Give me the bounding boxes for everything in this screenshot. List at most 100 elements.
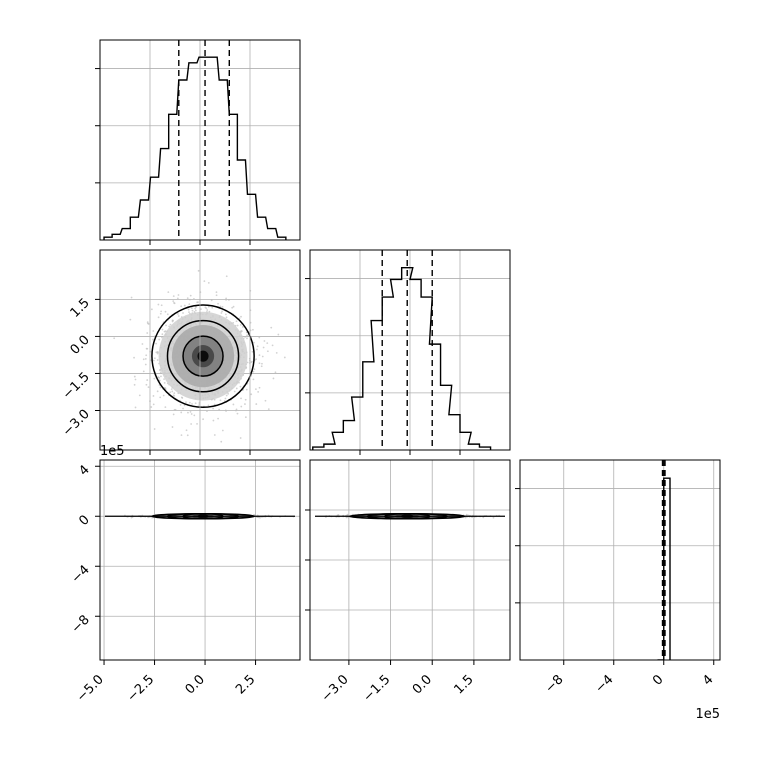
scatter-point [188,401,191,404]
scatter-point [183,404,186,407]
scatter-point [191,403,193,405]
scatter-point [255,358,257,361]
scatter-point [221,305,224,308]
scatter-point [185,401,187,403]
contour-line [182,335,224,377]
scatter-point [134,406,137,409]
scatter-point [180,434,183,437]
scatter-point [258,354,261,356]
scatter-point [241,326,244,328]
scatter-point [260,365,263,368]
scatter-point [182,312,184,314]
scatter-point [193,311,196,313]
scatter-point [146,379,149,381]
y-tick-label: −1.5 [60,370,93,403]
scatter-point [179,403,182,406]
scatter-point [261,355,264,358]
scatter-point [224,397,227,400]
scatter-point [221,429,224,432]
plot-area [310,460,510,660]
scatter-point [215,291,218,294]
scatter-point [215,294,218,297]
scatter-point [156,359,159,361]
panel-hist_p1 [305,249,511,455]
scatter-point [159,386,162,389]
scatter-point [144,363,147,366]
scatter-point [167,291,170,294]
scatter-point [156,352,159,355]
x-tick-label: −5.0 [74,672,107,705]
panel-hist_p2: −8 −4 0 4 1e5 [515,459,721,722]
scatter-point [133,375,136,378]
x-tick-label: 4 [700,672,716,688]
scatter-point [238,317,241,320]
scatter-point [152,330,155,332]
scatter-point [190,413,193,415]
scatter-point [173,392,176,395]
scatter-point [159,312,162,315]
scatter-point [177,315,180,317]
scatter-point [211,306,214,309]
scatter-point [275,351,278,354]
scatter-point [258,362,261,365]
scatter-point [180,411,183,414]
scatter-point [464,516,467,519]
plot-area [310,250,510,450]
scatter-point [172,295,175,298]
x-tick-label: 1.5 [451,672,476,697]
scatter-point [168,325,171,328]
scatter-point [240,405,243,408]
scatter-point [188,311,190,314]
scatter-point [153,377,156,380]
scatter-point [257,391,260,393]
scatter-point [172,319,174,322]
scatter-point [225,394,228,397]
scatter-point [185,429,188,432]
scatter-point [252,370,255,373]
scatter-point [244,416,247,419]
scatter-point [264,399,267,402]
scatter-point [193,414,196,417]
histogram-step [657,477,671,660]
scatter-point [150,308,153,311]
scatter-point [244,398,247,401]
scatter-point [225,275,228,278]
scatter-point [183,304,186,307]
scatter-point [236,324,239,327]
scatter-point [170,388,173,391]
scatter-point [220,440,223,443]
scatter-point [228,299,230,301]
scatter-point [219,305,222,308]
scatter-point [146,332,149,334]
scatter-point [221,310,224,313]
scatter-point [151,516,153,519]
scatter-point [180,305,183,308]
scatter-point [161,336,163,339]
scatter-point [217,302,219,305]
scatter-point [197,269,200,272]
y-tick-label: 4 [76,462,92,478]
scatter-point [152,359,155,362]
scatter-point [171,390,174,393]
scatter-point [200,308,202,311]
scatter-point [262,346,265,349]
histogram-step [103,56,287,240]
scatter-point [283,356,286,359]
panel-scatter_p1_p2: −3.0 −1.5 0.0 1.5 [305,459,511,705]
scatter-point [152,403,155,406]
scatter-point [245,388,248,391]
scatter-point [217,417,219,420]
scatter-point [157,303,160,306]
scatter-point [246,337,248,340]
scatter-point [213,398,216,401]
scatter-point [207,281,210,284]
scatter-point [159,396,162,399]
scatter-point [146,322,149,325]
axes-frame [519,459,721,661]
scatter-point [236,412,239,415]
scatter-point [220,312,223,314]
scatter-point [258,336,261,339]
scatter-point [194,307,197,310]
y-tick-label: 1.5 [68,296,93,321]
scatter-point [163,378,165,381]
